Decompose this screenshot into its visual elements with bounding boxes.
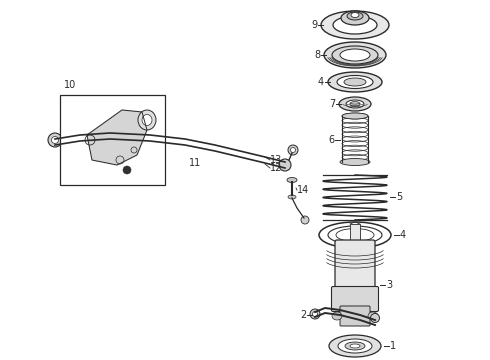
Ellipse shape xyxy=(287,177,297,183)
Ellipse shape xyxy=(123,166,131,174)
Ellipse shape xyxy=(138,110,156,130)
Ellipse shape xyxy=(340,49,370,61)
Ellipse shape xyxy=(321,11,389,39)
Text: 14: 14 xyxy=(297,185,309,195)
Ellipse shape xyxy=(313,311,318,316)
Ellipse shape xyxy=(370,314,379,323)
Ellipse shape xyxy=(332,46,378,64)
FancyBboxPatch shape xyxy=(335,240,375,294)
Bar xyxy=(60,95,165,185)
Ellipse shape xyxy=(310,309,320,319)
Ellipse shape xyxy=(338,339,372,353)
Ellipse shape xyxy=(346,100,364,108)
Text: 4: 4 xyxy=(318,77,324,87)
Text: 11: 11 xyxy=(189,158,201,168)
Ellipse shape xyxy=(340,158,370,166)
Ellipse shape xyxy=(328,72,382,92)
FancyBboxPatch shape xyxy=(332,287,378,311)
Text: 4: 4 xyxy=(400,230,406,240)
Ellipse shape xyxy=(351,13,359,18)
Text: 12: 12 xyxy=(270,163,282,173)
Ellipse shape xyxy=(301,216,309,224)
Ellipse shape xyxy=(342,113,368,119)
Text: 1: 1 xyxy=(390,341,396,351)
Text: 3: 3 xyxy=(386,280,392,290)
Text: 7: 7 xyxy=(329,99,335,109)
Text: 13: 13 xyxy=(270,155,282,165)
Ellipse shape xyxy=(48,133,62,147)
Ellipse shape xyxy=(324,42,386,68)
Ellipse shape xyxy=(339,97,371,111)
Text: 5: 5 xyxy=(396,192,402,202)
Ellipse shape xyxy=(51,136,58,144)
Ellipse shape xyxy=(368,312,378,320)
Ellipse shape xyxy=(288,145,298,155)
Text: 9: 9 xyxy=(311,20,317,30)
Text: 2: 2 xyxy=(300,310,306,320)
Ellipse shape xyxy=(347,12,363,20)
Ellipse shape xyxy=(329,335,381,357)
Bar xyxy=(350,224,360,252)
Ellipse shape xyxy=(341,11,369,25)
Ellipse shape xyxy=(350,102,360,107)
Ellipse shape xyxy=(291,148,295,153)
FancyBboxPatch shape xyxy=(340,306,370,326)
Ellipse shape xyxy=(279,159,291,171)
Ellipse shape xyxy=(345,342,365,350)
Text: 8: 8 xyxy=(314,50,320,60)
Ellipse shape xyxy=(344,78,366,86)
Ellipse shape xyxy=(332,312,342,320)
Ellipse shape xyxy=(337,76,373,89)
Ellipse shape xyxy=(333,16,377,34)
Ellipse shape xyxy=(142,114,152,126)
Ellipse shape xyxy=(350,344,360,348)
Polygon shape xyxy=(87,110,147,165)
Ellipse shape xyxy=(328,226,382,244)
Text: 6: 6 xyxy=(328,135,334,145)
Text: 10: 10 xyxy=(64,80,76,90)
Ellipse shape xyxy=(288,195,296,199)
